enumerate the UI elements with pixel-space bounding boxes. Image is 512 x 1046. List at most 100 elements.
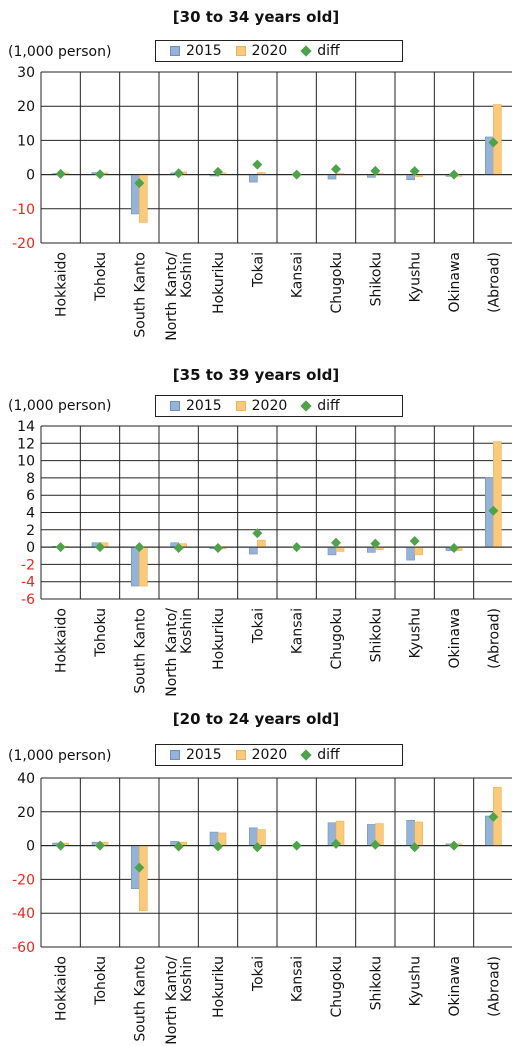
x-tick-label: (Abroad) <box>486 252 502 313</box>
x-tick-label-line: Kansai <box>290 608 306 654</box>
y-tick-label: -4 <box>21 575 35 591</box>
x-tick-label-line: Okinawa <box>447 608 463 669</box>
diff-marker <box>213 542 223 553</box>
diff-marker <box>449 542 459 553</box>
legend-label: diff <box>317 747 340 763</box>
x-tick-label: Kansai <box>290 956 306 1002</box>
bar-2015 <box>406 819 415 846</box>
y-tick-label: 40 <box>17 771 35 787</box>
diff-marker <box>213 841 223 852</box>
unit-label: (1,000 person) <box>8 748 112 764</box>
x-tick-label: Chugoku <box>329 956 345 1018</box>
y-tick-label: 20 <box>17 99 35 115</box>
y-tick-label: 0 <box>26 839 35 855</box>
legend-item-diff: diff <box>300 43 340 59</box>
y-tick-label: -6 <box>21 592 35 608</box>
x-tick-label-line: Tokai <box>250 608 266 644</box>
y-tick-label: 8 <box>26 471 35 487</box>
legend: 2015 2020 diff <box>155 744 403 766</box>
x-tick-label: Chugoku <box>329 608 345 670</box>
diff-marker <box>252 528 263 539</box>
x-tick-label-line: Kyushu <box>408 608 424 658</box>
bar-2020 <box>257 539 266 548</box>
legend-label: diff <box>317 398 340 414</box>
y-tick-label: 10 <box>17 133 35 149</box>
x-tick-label-line: (Abroad) <box>486 956 502 1017</box>
x-tick-label-line: Hokuriku <box>211 608 227 670</box>
y-tick-label: -20 <box>12 236 35 252</box>
bar-2015 <box>131 546 140 587</box>
diff-marker <box>409 166 420 177</box>
x-tick-label-line: Chugoku <box>329 608 345 670</box>
y-tick-label: 30 <box>17 65 35 81</box>
x-tick-label-line: South Kanto <box>132 608 148 694</box>
bar-2015 <box>249 827 258 846</box>
x-tick-label-line: North Kanto/ <box>164 956 180 1045</box>
x-tick-label-line: Shikoku <box>368 608 384 662</box>
x-tick-label-line: Kansai <box>290 252 306 298</box>
diff-marker <box>291 840 302 851</box>
diff-marker <box>173 841 184 852</box>
unit-label: (1,000 person) <box>8 44 112 60</box>
y-tick-label: 0 <box>26 168 35 184</box>
legend-item-2015: 2015 <box>170 43 222 59</box>
diff-marker <box>370 538 381 549</box>
x-tick-label: Tohoku <box>93 252 109 302</box>
x-tick-label: North Kanto/Koshin <box>164 252 195 341</box>
legend-item-2015: 2015 <box>170 398 222 414</box>
unit-label: (1,000 person) <box>8 398 112 414</box>
legend-item-2015: 2015 <box>170 747 222 763</box>
chart-panel-1: [30 to 34 years old] (1,000 person) 2015… <box>0 0 512 341</box>
diff-marker <box>488 505 499 516</box>
chart-title: [35 to 39 years old] <box>172 366 340 384</box>
legend-item-diff: diff <box>300 747 340 763</box>
y-tick-label: 6 <box>26 488 35 504</box>
bar-2020 <box>493 441 502 548</box>
x-tick-label-line: Kansai <box>290 956 306 1002</box>
bar-2020 <box>414 821 423 846</box>
diff-marker <box>488 811 499 822</box>
y-tick-label: -20 <box>12 872 35 888</box>
x-tick-label: Hokkaido <box>54 252 70 317</box>
x-tick-label: South Kanto <box>132 252 148 338</box>
x-tick-label: Tokai <box>250 956 266 992</box>
x-tick-label-line: Tohoku <box>93 252 109 302</box>
y-tick-label: 14 <box>17 419 35 435</box>
diff-marker <box>95 840 105 851</box>
legend: 2015 2020 diff <box>155 40 403 62</box>
x-tick-label-line: Hokkaido <box>54 608 70 673</box>
x-tick-label-line: South Kanto <box>132 956 148 1042</box>
legend-swatch-2020 <box>235 750 246 760</box>
bar-2015 <box>249 546 258 555</box>
diff-marker <box>173 542 184 553</box>
x-tick-label-line: Chugoku <box>329 252 345 314</box>
diff-marker <box>291 542 302 553</box>
x-tick-label-line: Hokkaido <box>54 956 70 1021</box>
x-tick-label: South Kanto <box>132 956 148 1042</box>
diff-marker <box>449 840 459 851</box>
chart-panel-3: [20 to 24 years old] (1,000 person) 2015… <box>0 702 512 1046</box>
bar-2015 <box>406 174 415 181</box>
legend-swatch-2015 <box>170 46 180 56</box>
chart-title: [20 to 24 years old] <box>172 710 340 728</box>
x-tick-label: Okinawa <box>447 252 463 313</box>
x-tick-label: (Abroad) <box>486 608 502 669</box>
x-tick-label-line: North Kanto/ <box>164 608 180 697</box>
x-tick-label: Chugoku <box>329 252 345 314</box>
diff-marker <box>488 137 499 148</box>
x-tick-label-line: South Kanto <box>132 252 148 338</box>
x-tick-label: Kansai <box>290 608 306 654</box>
legend: 2015 2020 diff <box>155 395 403 417</box>
x-tick-label: Okinawa <box>447 956 463 1017</box>
x-tick-label: Hokkaido <box>54 956 70 1021</box>
x-tick-label-line: Koshin <box>179 956 195 1002</box>
bar-2015 <box>327 546 337 556</box>
bar-chart: 40 20 0 -20 -40 -60 Hokkaido Tohoku South Kanto N… <box>12 771 512 1045</box>
diff-marker <box>409 842 420 853</box>
bar-2015 <box>249 174 258 183</box>
x-tick-label-line: Shikoku <box>368 252 384 306</box>
diff-marker <box>55 840 66 851</box>
y-tick-label: 2 <box>26 523 35 539</box>
x-tick-label: Hokuriku <box>211 608 227 670</box>
diff-marker <box>449 169 459 180</box>
